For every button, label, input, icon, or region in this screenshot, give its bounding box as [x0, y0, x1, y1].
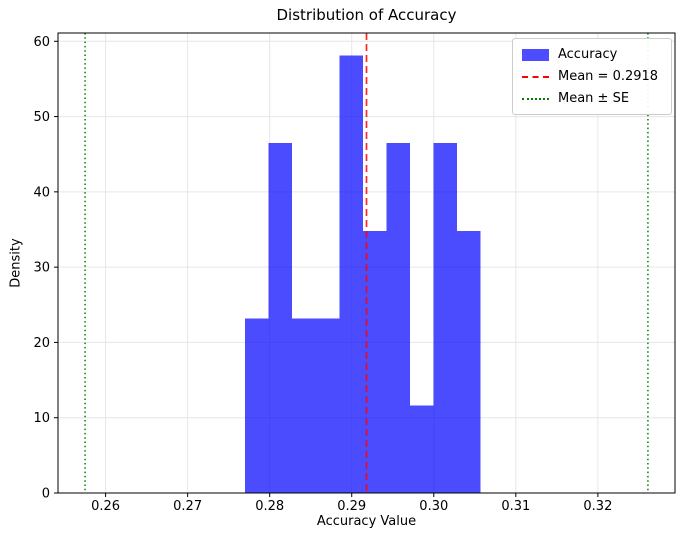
- legend-label-accuracy: Accuracy: [558, 47, 618, 62]
- histogram-bar: [292, 318, 316, 493]
- legend-swatch-mean-line: [522, 75, 549, 78]
- legend: Accuracy Mean = 0.2918 Mean ± SE: [512, 38, 672, 115]
- x-axis-label: Accuracy Value: [316, 514, 417, 529]
- legend-label-mean-se: Mean ± SE: [558, 91, 630, 106]
- histogram-bar: [268, 142, 293, 494]
- y-tick-label: 40: [33, 185, 50, 200]
- y-axis-label: Density: [8, 238, 24, 288]
- legend-label-mean: Mean = 0.2918: [558, 69, 659, 84]
- x-tick-label: 0.28: [255, 499, 284, 514]
- x-tick-label: 0.30: [419, 499, 448, 514]
- histogram-bar: [339, 55, 363, 493]
- y-tick-label: 10: [33, 411, 50, 426]
- axes-spines: [57, 32, 676, 494]
- x-tick-label: 0.29: [337, 499, 366, 514]
- x-tick-label: 0.27: [173, 499, 202, 514]
- histogram-bar: [409, 405, 434, 493]
- legend-item-accuracy: Accuracy: [522, 46, 662, 63]
- y-tick-label: 0: [42, 487, 50, 502]
- legend-item-mean-se: Mean ± SE: [522, 90, 662, 107]
- chart-title: Distribution of Accuracy: [276, 6, 457, 24]
- y-tick-label: 60: [33, 35, 50, 50]
- y-tick-label: 50: [33, 110, 50, 125]
- histogram-bar: [433, 142, 458, 494]
- x-tick-label: 0.26: [91, 499, 120, 514]
- histogram-bar: [386, 142, 410, 494]
- histogram-bar: [457, 231, 481, 493]
- legend-swatch-accuracy: [522, 48, 549, 61]
- histogram-bar: [315, 318, 340, 493]
- legend-swatch-se-line: [522, 97, 549, 100]
- x-tick-label: 0.31: [501, 499, 530, 514]
- histogram-bar: [362, 231, 387, 493]
- x-tick-label: 0.32: [583, 499, 612, 514]
- y-tick-label: 30: [33, 261, 50, 276]
- y-tick-label: 20: [33, 336, 50, 351]
- histogram-bar: [245, 318, 269, 493]
- legend-item-mean: Mean = 0.2918: [522, 68, 662, 85]
